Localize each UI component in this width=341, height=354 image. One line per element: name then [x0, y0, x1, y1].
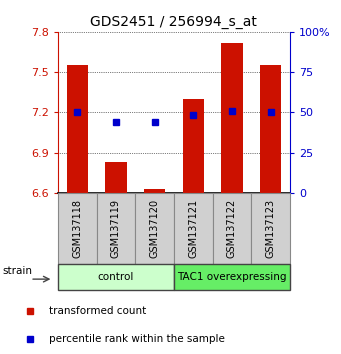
Bar — [260, 65, 281, 193]
Text: control: control — [98, 272, 134, 282]
Bar — [212, 193, 251, 264]
Bar — [135, 193, 174, 264]
Bar — [97, 193, 135, 264]
Bar — [174, 193, 212, 264]
Text: percentile rank within the sample: percentile rank within the sample — [49, 334, 225, 344]
Text: GSM137122: GSM137122 — [227, 199, 237, 258]
Bar — [174, 264, 290, 290]
Bar — [105, 162, 127, 193]
Bar — [183, 99, 204, 193]
Text: transformed count: transformed count — [49, 306, 147, 316]
Bar — [67, 65, 88, 193]
Bar — [58, 264, 174, 290]
Text: GSM137121: GSM137121 — [188, 199, 198, 258]
Bar — [251, 193, 290, 264]
Text: strain: strain — [3, 266, 33, 276]
Text: TAC1 overexpressing: TAC1 overexpressing — [177, 272, 287, 282]
Title: GDS2451 / 256994_s_at: GDS2451 / 256994_s_at — [90, 16, 257, 29]
Text: GSM137119: GSM137119 — [111, 199, 121, 258]
Bar — [144, 189, 165, 193]
Bar — [58, 193, 97, 264]
Bar — [221, 42, 242, 193]
Text: GSM137118: GSM137118 — [72, 199, 82, 258]
Text: GSM137120: GSM137120 — [150, 199, 160, 258]
Text: GSM137123: GSM137123 — [266, 199, 276, 258]
